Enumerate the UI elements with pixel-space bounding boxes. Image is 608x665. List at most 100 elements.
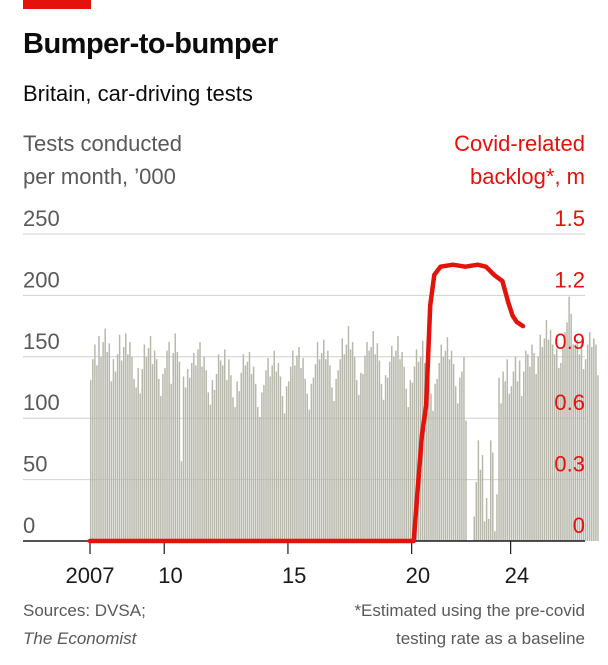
bar	[341, 338, 344, 541]
bar	[368, 350, 370, 541]
bar	[174, 333, 177, 541]
bar	[287, 381, 290, 541]
bar	[217, 354, 220, 541]
bar	[582, 369, 585, 541]
bar	[593, 338, 595, 541]
left-tick-label: 50	[23, 452, 47, 477]
x-tick-label: 2007	[66, 563, 115, 588]
bar	[403, 366, 405, 541]
bar	[574, 344, 577, 541]
bar	[120, 360, 123, 541]
bar	[553, 354, 556, 541]
bar	[125, 333, 127, 541]
bar	[333, 401, 335, 541]
bar	[570, 313, 572, 541]
backlog-line-path	[87, 262, 526, 544]
bar	[360, 372, 362, 541]
bar	[591, 346, 593, 541]
bar	[459, 377, 461, 541]
bar	[549, 329, 552, 541]
bar	[100, 356, 102, 541]
bar	[465, 420, 467, 541]
bar	[448, 359, 451, 541]
bar	[415, 349, 418, 541]
bar	[347, 326, 350, 541]
bar	[454, 386, 457, 541]
sources-line1: Sources: DVSA;	[23, 601, 146, 620]
bar	[228, 359, 230, 541]
bar	[477, 440, 480, 541]
bar	[504, 381, 506, 541]
bar	[537, 356, 539, 541]
bar	[182, 376, 185, 541]
bar	[296, 355, 298, 541]
bar	[481, 455, 484, 541]
bar	[205, 370, 207, 541]
right-axis-title: Covid-related backlog*, m	[454, 127, 585, 193]
bar	[584, 359, 587, 541]
bar	[153, 350, 156, 541]
x-tick-label: 15	[282, 563, 306, 588]
bar	[370, 346, 372, 541]
bar	[430, 393, 432, 541]
bar	[310, 383, 313, 541]
bar	[358, 394, 360, 541]
footnote-line1: *Estimated using the pre-covid	[354, 601, 585, 620]
bar	[362, 373, 364, 541]
chart-title: Bumper-to-bumper	[23, 28, 278, 60]
bar	[578, 354, 581, 541]
x-tick-label: 20	[406, 563, 430, 588]
bar	[306, 393, 308, 541]
bar	[279, 376, 282, 541]
bar	[162, 373, 164, 541]
bar	[292, 350, 294, 541]
bar	[230, 375, 232, 541]
bar	[118, 334, 121, 541]
bar	[424, 362, 426, 541]
bar	[137, 367, 139, 541]
gridlines	[23, 233, 585, 481]
bar	[378, 360, 381, 541]
bar	[106, 351, 108, 541]
bar	[110, 381, 113, 541]
bar	[329, 365, 331, 541]
bar	[277, 362, 280, 541]
bar	[131, 356, 133, 541]
left-tick-label: 250	[23, 206, 60, 231]
bar	[188, 377, 191, 541]
bar	[203, 356, 205, 541]
left-axis-title-line2: per month, ’000	[23, 164, 176, 189]
bar	[238, 391, 240, 541]
bar	[92, 359, 94, 541]
bar	[364, 355, 366, 541]
bar	[436, 378, 438, 541]
bar	[300, 367, 302, 541]
bar	[395, 350, 397, 541]
bar	[374, 354, 377, 541]
bar	[219, 360, 222, 541]
bar	[114, 371, 117, 541]
bar	[143, 344, 146, 541]
bar	[281, 396, 284, 541]
bar	[314, 364, 317, 541]
bar	[211, 380, 214, 541]
bar	[236, 381, 238, 541]
bar	[248, 351, 251, 541]
bar	[386, 377, 389, 541]
bar	[444, 350, 447, 541]
bar	[112, 359, 115, 541]
bar	[506, 359, 508, 541]
bar	[271, 365, 273, 541]
bar	[186, 369, 189, 541]
bar	[558, 367, 560, 541]
bar	[516, 381, 519, 541]
bar	[382, 399, 385, 541]
bar	[539, 334, 541, 541]
bar	[353, 356, 356, 541]
backlog-line	[87, 262, 526, 544]
bar	[463, 356, 465, 541]
bar	[545, 319, 548, 541]
bar	[388, 361, 391, 541]
bar	[490, 440, 492, 541]
bar	[298, 346, 300, 541]
